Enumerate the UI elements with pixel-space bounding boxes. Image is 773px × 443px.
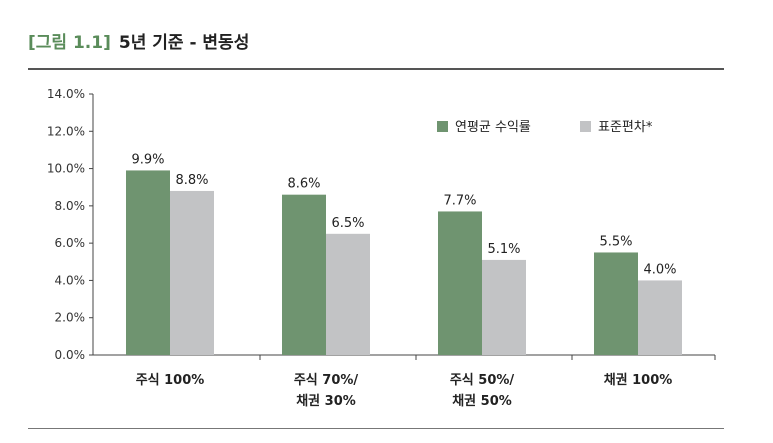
figure-heading: 5년 기준 - 변동성 bbox=[118, 33, 250, 53]
data-label: 8.6% bbox=[287, 177, 320, 192]
bar-return bbox=[594, 252, 638, 355]
data-label: 8.8% bbox=[175, 173, 208, 188]
top-divider bbox=[28, 68, 724, 70]
x-category-label: 주식 70%/ bbox=[294, 372, 359, 388]
bar-stddev bbox=[326, 233, 370, 355]
legend-swatch bbox=[437, 121, 448, 132]
y-tick-label: 4.0% bbox=[55, 273, 86, 287]
bar-return bbox=[438, 211, 482, 355]
x-category-label: 채권 30% bbox=[296, 394, 356, 409]
data-label: 5.1% bbox=[487, 242, 520, 257]
y-tick-label: 6.0% bbox=[55, 236, 86, 250]
legend-swatch bbox=[580, 121, 591, 132]
y-tick-label: 0.0% bbox=[55, 348, 86, 362]
figure-title: [그림 1.1] 5년 기준 - 변동성 bbox=[28, 28, 249, 53]
bar-return bbox=[126, 170, 170, 355]
data-label: 7.7% bbox=[443, 193, 476, 208]
data-label: 5.5% bbox=[599, 234, 632, 249]
y-tick-label: 12.0% bbox=[47, 124, 85, 138]
x-category-label: 주식 100% bbox=[136, 372, 205, 388]
bottom-divider bbox=[28, 428, 724, 429]
legend-label: 표준편차* bbox=[598, 120, 653, 135]
bar-return bbox=[282, 194, 326, 355]
legend-label: 연평균 수익률 bbox=[455, 120, 531, 135]
figure-tag: [그림 1.1] bbox=[28, 33, 111, 53]
data-label: 4.0% bbox=[643, 262, 676, 277]
data-label: 9.9% bbox=[131, 152, 164, 167]
bar-stddev bbox=[638, 280, 682, 355]
x-category-label: 채권 100% bbox=[604, 373, 673, 388]
y-tick-label: 8.0% bbox=[55, 199, 86, 213]
y-tick-label: 2.0% bbox=[55, 311, 86, 325]
bar-stddev bbox=[482, 259, 526, 355]
bar-stddev bbox=[170, 190, 214, 355]
y-tick-label: 10.0% bbox=[47, 162, 85, 176]
data-label: 6.5% bbox=[331, 216, 364, 231]
x-category-label: 채권 50% bbox=[452, 394, 512, 409]
x-category-label: 주식 50%/ bbox=[450, 372, 515, 388]
y-tick-label: 14.0% bbox=[47, 87, 85, 101]
